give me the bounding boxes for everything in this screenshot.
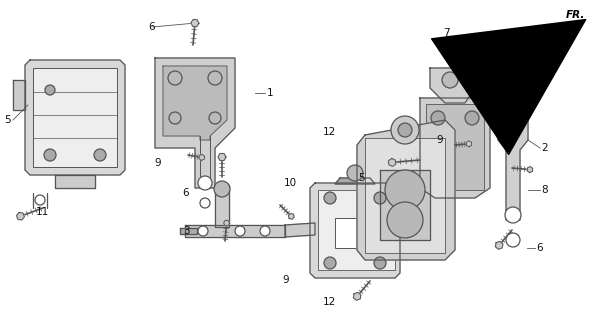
Text: 6: 6 <box>148 22 154 32</box>
Text: 2: 2 <box>541 143 548 153</box>
Polygon shape <box>357 120 455 260</box>
Polygon shape <box>25 60 125 175</box>
Circle shape <box>200 198 210 208</box>
Polygon shape <box>495 241 503 249</box>
Polygon shape <box>310 183 400 278</box>
Circle shape <box>169 112 181 124</box>
Circle shape <box>324 257 336 269</box>
Circle shape <box>442 72 458 88</box>
Polygon shape <box>466 141 471 147</box>
Polygon shape <box>498 100 528 220</box>
Circle shape <box>198 226 208 236</box>
Polygon shape <box>163 66 227 140</box>
Bar <box>335 218 373 248</box>
Polygon shape <box>218 154 226 160</box>
Text: 9: 9 <box>282 275 288 285</box>
Polygon shape <box>420 98 490 198</box>
Text: 11: 11 <box>36 207 49 217</box>
Circle shape <box>385 170 425 210</box>
Polygon shape <box>13 80 25 110</box>
Text: 9: 9 <box>154 158 161 168</box>
Circle shape <box>374 257 386 269</box>
Circle shape <box>506 233 520 247</box>
Circle shape <box>431 111 445 125</box>
Polygon shape <box>215 185 229 227</box>
Text: 4: 4 <box>508 85 514 95</box>
Text: 5: 5 <box>407 217 414 227</box>
Polygon shape <box>445 36 453 44</box>
Polygon shape <box>389 158 396 166</box>
Text: 5: 5 <box>358 173 365 183</box>
Circle shape <box>208 71 222 85</box>
Circle shape <box>198 176 212 190</box>
Polygon shape <box>288 213 294 219</box>
Text: 5: 5 <box>4 115 11 125</box>
Text: 6: 6 <box>536 243 542 253</box>
Bar <box>426 104 484 190</box>
Polygon shape <box>285 223 315 237</box>
Circle shape <box>260 226 270 236</box>
Circle shape <box>398 123 412 137</box>
Circle shape <box>235 226 245 236</box>
Text: 12: 12 <box>323 127 336 137</box>
Polygon shape <box>380 170 430 240</box>
Text: 10: 10 <box>284 178 297 188</box>
Circle shape <box>209 112 221 124</box>
Circle shape <box>505 207 521 223</box>
Polygon shape <box>191 20 199 27</box>
Text: 12: 12 <box>323 297 336 307</box>
Text: 6: 6 <box>182 188 188 198</box>
Bar <box>365 138 445 253</box>
Circle shape <box>374 192 386 204</box>
Polygon shape <box>199 155 204 160</box>
Circle shape <box>35 195 45 205</box>
Text: 7: 7 <box>443 28 449 38</box>
Polygon shape <box>180 228 197 234</box>
Polygon shape <box>55 175 95 188</box>
Circle shape <box>391 116 419 144</box>
Polygon shape <box>185 225 285 237</box>
Text: 9: 9 <box>436 135 443 145</box>
Polygon shape <box>224 220 229 226</box>
Text: 8: 8 <box>541 185 548 195</box>
Polygon shape <box>17 212 24 220</box>
Circle shape <box>168 71 182 85</box>
Circle shape <box>44 149 56 161</box>
Circle shape <box>347 165 363 181</box>
Text: 3: 3 <box>183 226 190 236</box>
Polygon shape <box>353 292 361 300</box>
Text: 1: 1 <box>267 88 274 98</box>
Circle shape <box>45 85 55 95</box>
Bar <box>33 68 117 167</box>
Circle shape <box>94 149 106 161</box>
Circle shape <box>387 202 423 238</box>
Polygon shape <box>430 68 475 103</box>
Bar <box>318 190 395 270</box>
Text: FR.: FR. <box>566 10 585 20</box>
Circle shape <box>214 181 230 197</box>
Polygon shape <box>527 167 533 172</box>
Circle shape <box>465 111 479 125</box>
Polygon shape <box>155 58 235 188</box>
Polygon shape <box>335 178 375 184</box>
Circle shape <box>324 192 336 204</box>
